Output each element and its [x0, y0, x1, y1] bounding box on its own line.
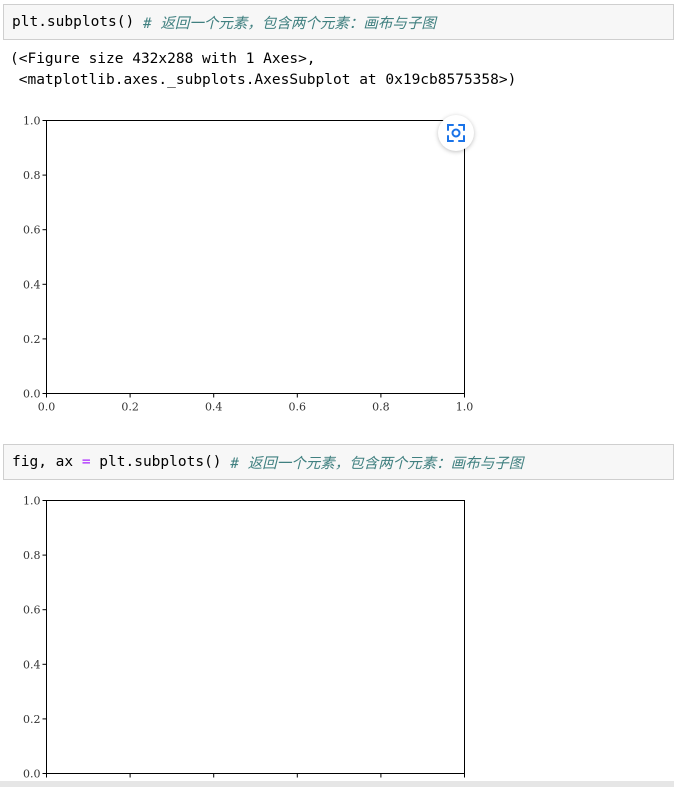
y-tick-label: 0.4 [23, 658, 41, 671]
y-tick-label: 0.4 [23, 278, 41, 291]
x-tick-label: 0.6 [289, 401, 307, 414]
code-operator: = [81, 454, 91, 470]
x-tick-label: 0.2 [121, 401, 139, 414]
y-tick-label: 1.0 [23, 495, 41, 508]
y-tick-label: 0.2 [23, 333, 41, 346]
focus-scan-icon [447, 124, 465, 142]
code-text: plt.subplots() [12, 14, 143, 30]
y-tick-label: 0.0 [23, 388, 41, 401]
x-tick-label: 0.8 [372, 401, 390, 414]
axes-frame [46, 500, 465, 774]
x-tick-label: 0.4 [205, 401, 223, 414]
cell-output-text: (<Figure size 432x288 with 1 Axes>, <mat… [10, 49, 516, 91]
y-tick-label: 0.8 [23, 169, 41, 182]
code-comment: # 返回一个元素，包含两个元素：画布与子图 [142, 15, 436, 32]
code-text-b: plt.subplots() [90, 454, 231, 470]
code-cell-1[interactable]: plt.subplots() # 返回一个元素，包含两个元素：画布与子图 [3, 4, 674, 40]
y-tick-label: 0.6 [23, 604, 41, 617]
y-tick-label: 1.0 [23, 115, 41, 128]
focus-button[interactable] [438, 115, 474, 151]
axes-frame [46, 120, 465, 394]
output-line-2: <matplotlib.axes._subplots.AxesSubplot a… [10, 72, 517, 88]
y-tick-label: 0.2 [23, 713, 41, 726]
y-tick-label: 0.6 [23, 224, 41, 237]
x-tick-label: 0.0 [38, 401, 56, 414]
output-line-1: (<Figure size 432x288 with 1 Axes>, [10, 51, 316, 67]
code-comment: # 返回一个元素，包含两个元素：画布与子图 [230, 455, 524, 472]
empty-axes-plot-1: 0.0 0.2 0.4 0.6 0.8 1.0 0.0 0.2 0.4 0.6 0.8 1.0 [23, 115, 474, 414]
y-tick-label: 0.0 [23, 768, 41, 781]
code-text-a: fig, ax [12, 454, 82, 470]
x-tick-label: 1.0 [456, 401, 474, 414]
horizontal-scrollbar[interactable] [0, 781, 674, 787]
y-tick-label: 0.8 [23, 549, 41, 562]
empty-axes-plot-2: 0.0 0.2 0.4 0.6 0.8 1.0 [23, 495, 465, 781]
code-cell-2[interactable]: fig, ax = plt.subplots() # 返回一个元素，包含两个元素… [3, 444, 674, 480]
